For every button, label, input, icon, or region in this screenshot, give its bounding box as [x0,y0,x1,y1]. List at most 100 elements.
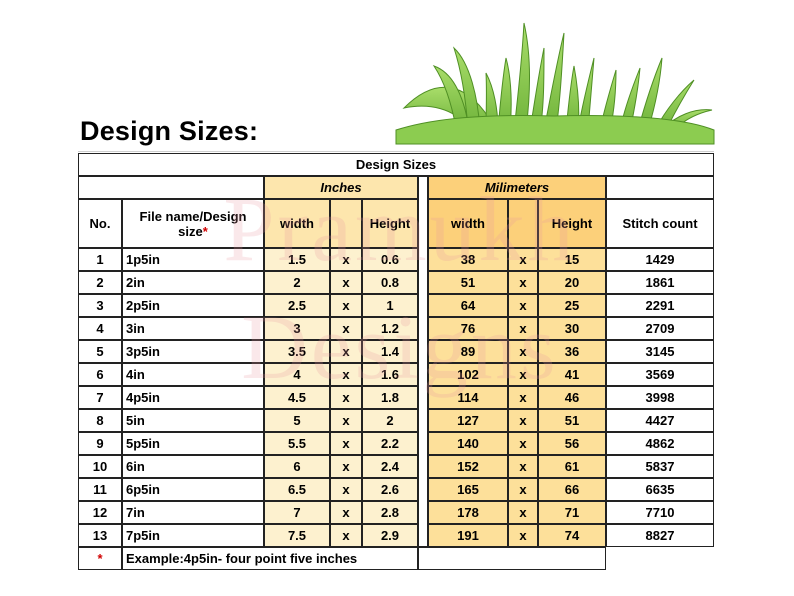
header-star: * [202,223,208,239]
row-file-name: 2in [122,271,264,294]
row-width-in: 6.5 [264,478,330,501]
group-millimeters: Milimeters [428,176,606,199]
row-width-mm: 178 [428,501,508,524]
row-x-mm: x [508,386,538,409]
row-file-name: 5p5in [122,432,264,455]
row-x-mm: x [508,363,538,386]
table-row: 10 6in 6 x 2.4 152 x 61 5837 [78,455,714,478]
footnote-row: * Example:4p5in- four point five inches [78,547,714,570]
row-number: 4 [78,317,122,340]
header-height-mm: Height [538,199,606,248]
table-row: 1 1p5in 1.5 x 0.6 38 x 15 1429 [78,248,714,271]
row-height-mm: 25 [538,294,606,317]
row-x-in: x [330,501,362,524]
table-row: 8 5in 5 x 2 127 x 51 4427 [78,409,714,432]
row-height-mm: 61 [538,455,606,478]
row-file-name: 6in [122,455,264,478]
row-width-in: 4.5 [264,386,330,409]
row-width-in: 3 [264,317,330,340]
table-row: 3 2p5in 2.5 x 1 64 x 25 2291 [78,294,714,317]
row-width-in: 2.5 [264,294,330,317]
row-height-mm: 74 [538,524,606,547]
row-x-mm: x [508,271,538,294]
table-row: 9 5p5in 5.5 x 2.2 140 x 56 4862 [78,432,714,455]
row-width-mm: 114 [428,386,508,409]
row-x-mm: x [508,248,538,271]
row-x-in: x [330,340,362,363]
footnote-star: * [78,547,122,570]
column-gap [418,176,428,547]
row-file-name: 7p5in [122,524,264,547]
title-divider [78,151,714,152]
row-height-mm: 30 [538,317,606,340]
row-stitch-count: 7710 [606,501,714,524]
row-width-in: 6 [264,455,330,478]
row-width-mm: 102 [428,363,508,386]
header-width-in: width [264,199,330,248]
row-height-in: 2 [362,409,418,432]
row-x-in: x [330,455,362,478]
row-file-name: 5in [122,409,264,432]
row-height-in: 1.6 [362,363,418,386]
row-x-in: x [330,409,362,432]
row-number: 10 [78,455,122,478]
row-height-in: 2.9 [362,524,418,547]
header-height-in: Height [362,199,418,248]
row-stitch-count: 2291 [606,294,714,317]
row-stitch-count: 3145 [606,340,714,363]
table-row: 2 2in 2 x 0.8 51 x 20 1861 [78,271,714,294]
table-caption: Design Sizes [78,153,714,176]
row-height-in: 0.8 [362,271,418,294]
row-height-in: 2.8 [362,501,418,524]
row-number: 12 [78,501,122,524]
row-height-in: 1.2 [362,317,418,340]
row-number: 6 [78,363,122,386]
row-file-name: 6p5in [122,478,264,501]
row-width-mm: 127 [428,409,508,432]
row-width-mm: 64 [428,294,508,317]
row-height-in: 1.4 [362,340,418,363]
row-file-name: 4p5in [122,386,264,409]
table-row: 5 3p5in 3.5 x 1.4 89 x 36 3145 [78,340,714,363]
row-width-in: 5.5 [264,432,330,455]
row-width-mm: 165 [428,478,508,501]
row-x-in: x [330,363,362,386]
row-width-mm: 38 [428,248,508,271]
row-x-mm: x [508,409,538,432]
row-height-mm: 51 [538,409,606,432]
row-number: 9 [78,432,122,455]
row-stitch-count: 3998 [606,386,714,409]
row-stitch-count: 3569 [606,363,714,386]
header-file-label: File name/Design size [139,208,247,239]
row-height-mm: 71 [538,501,606,524]
row-x-mm: x [508,294,538,317]
row-width-in: 1.5 [264,248,330,271]
row-number: 5 [78,340,122,363]
row-x-in: x [330,478,362,501]
row-x-in: x [330,248,362,271]
row-height-mm: 46 [538,386,606,409]
row-width-in: 7.5 [264,524,330,547]
table-row: 11 6p5in 6.5 x 2.6 165 x 66 6635 [78,478,714,501]
row-number: 7 [78,386,122,409]
row-x-mm: x [508,478,538,501]
design-sizes-table: Design Sizes Inches Milimeters No. File … [78,153,714,570]
row-stitch-count: 5837 [606,455,714,478]
row-height-in: 2.6 [362,478,418,501]
row-x-in: x [330,271,362,294]
row-number: 13 [78,524,122,547]
footnote-blank [418,547,606,570]
row-width-in: 5 [264,409,330,432]
row-stitch-count: 1861 [606,271,714,294]
row-x-mm: x [508,524,538,547]
row-height-in: 2.2 [362,432,418,455]
row-stitch-count: 8827 [606,524,714,547]
row-file-name: 3in [122,317,264,340]
row-height-mm: 41 [538,363,606,386]
header-x-mm [508,199,538,248]
row-height-mm: 66 [538,478,606,501]
row-height-in: 0.6 [362,248,418,271]
row-number: 8 [78,409,122,432]
row-stitch-count: 6635 [606,478,714,501]
row-height-in: 1 [362,294,418,317]
